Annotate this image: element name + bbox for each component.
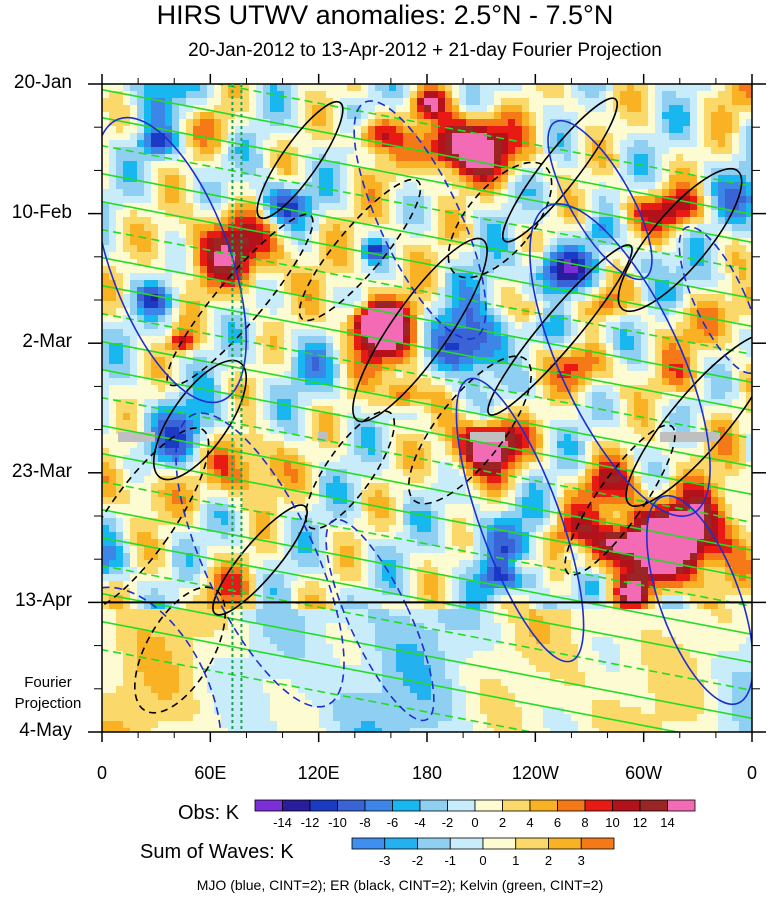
colorbar-swatch [515, 837, 549, 850]
wave-contours [102, 84, 752, 732]
colorbar-swatch [282, 799, 311, 812]
colorbar-swatch [364, 799, 393, 812]
colorbar-tick-label: 6 [554, 815, 561, 830]
colorbar-tick-label: -8 [359, 815, 371, 830]
colorbar-tick-label: -14 [273, 815, 292, 830]
colorbar-tick-label: -2 [442, 815, 454, 830]
colorbar-swatch [417, 837, 451, 850]
colorbar-swatch [351, 837, 386, 850]
colorbar-tick-label: 14 [660, 815, 674, 830]
colorbar-tick-label: -6 [387, 815, 399, 830]
colorbar-swatch [548, 837, 582, 850]
colorbar-swatch [309, 799, 338, 812]
y-tick-label: 23-Mar [11, 460, 72, 482]
colorbar-tick-label: 0 [471, 815, 478, 830]
colorbar-swatch [502, 799, 531, 812]
x-tick-label: 180 [411, 763, 443, 783]
x-tick-label: 60E [194, 763, 227, 783]
colorbar-tick-label: -3 [379, 853, 391, 868]
y-tick-label: 20-Jan [13, 72, 72, 93]
colorbar-tick-label: -10 [328, 815, 347, 830]
colorbar-tick-label: 10 [605, 815, 619, 830]
colorbar-swatch [419, 799, 448, 812]
colorbar-swatch [580, 837, 615, 850]
colorbar-tick-label: -1 [444, 853, 456, 868]
colorbar-tick-label: -4 [414, 815, 426, 830]
colorbar-tick-label: 2 [499, 815, 506, 830]
x-tick-label: 60W [625, 763, 663, 783]
colorbar-swatch [584, 799, 613, 812]
colorbar-tick-label: 8 [581, 815, 588, 830]
chart-subtitle: 20-Jan-2012 to 13-Apr-2012 + 21-day Four… [188, 40, 662, 61]
longitude-marker [231, 84, 243, 732]
colorbar-tick-label: 1 [512, 853, 519, 868]
colorbar-swatch [529, 799, 558, 812]
y-tick-label: 4-May [19, 720, 72, 741]
x-tick-label: 0 [746, 763, 757, 783]
colorbar-tick-label: 4 [526, 815, 533, 830]
colorbar-tick-label: -12 [301, 815, 320, 830]
colorbar-swatch [639, 799, 668, 812]
contour-note: MJO (blue, CINT=2); ER (black, CINT=2); … [196, 877, 604, 893]
colorbar-swatch [254, 799, 283, 812]
colorbar-swatch [557, 799, 586, 812]
colorbar-swatch [482, 837, 517, 850]
waves-colorbar-label: Sum of Waves: K [140, 841, 294, 863]
colorbar-tick-label: 12 [633, 815, 647, 830]
x-tick-label: 120E [297, 763, 340, 783]
x-tick-label: 120W [511, 763, 559, 783]
colorbar-swatch [447, 799, 476, 812]
colorbar-tick-label: 3 [578, 853, 585, 868]
colorbar-swatch [337, 799, 366, 812]
y-tick-label: 13-Apr [14, 590, 72, 612]
colorbar-swatch [449, 837, 484, 850]
obs-colorbar-label: Obs: K [178, 802, 240, 824]
colorbar-swatch [612, 799, 641, 812]
colorbar-swatch [667, 799, 696, 812]
colorbar-swatch [474, 799, 503, 812]
y-tick-label: 2-Mar [22, 331, 72, 353]
colorbar-tick-label: -2 [412, 853, 424, 868]
obs-colorbar: -14 -12 -10 -8 -6 -4 -2 0 2 4 6 8 10 12 14 [254, 799, 696, 830]
axis-ticks [88, 74, 766, 742]
colorbar-swatch [384, 837, 418, 850]
y-tick-label: 10-Feb [11, 201, 72, 223]
chart-title: HIRS UTWV anomalies: 2.5°N - 7.5°N [156, 0, 614, 30]
colorbar-swatch [392, 799, 421, 812]
colorbar-tick-label: 2 [545, 853, 552, 868]
waves-colorbar: -3 -2 -1 0 1 2 3 [351, 837, 615, 868]
x-tick-label: 0 [96, 763, 107, 783]
fourier-projection-label: Fourier Projection [14, 674, 82, 712]
colorbar-tick-label: 0 [479, 853, 486, 868]
